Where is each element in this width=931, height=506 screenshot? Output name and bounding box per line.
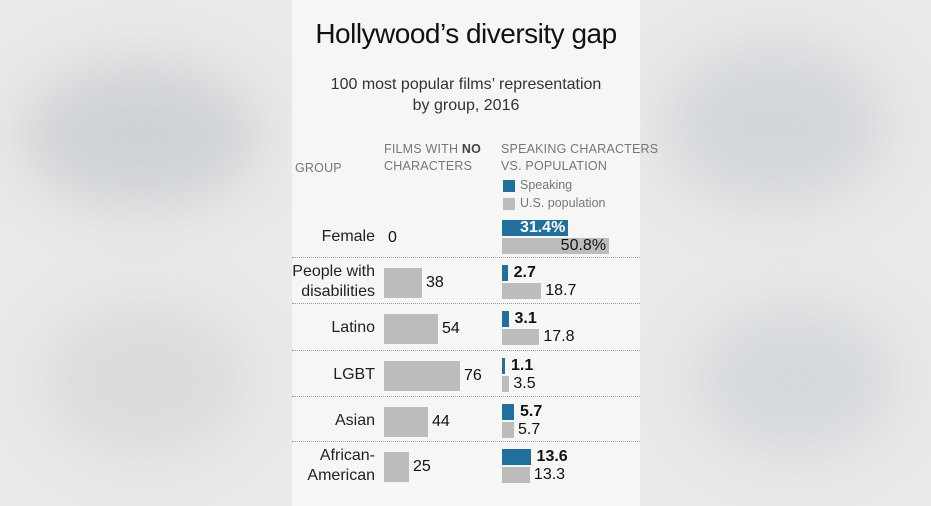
population-value-label: 17.8 (543, 328, 575, 345)
speaking-bar (502, 449, 531, 465)
group-label-line: Asian (334, 412, 375, 429)
speaking-bar (502, 358, 505, 374)
group-label-line: LGBT (333, 366, 375, 383)
population-bar (502, 467, 530, 483)
legend-label-speaking: Speaking (520, 178, 573, 192)
speaking-bar (502, 404, 514, 420)
films-bar (384, 314, 438, 344)
group-label-line: Latino (331, 319, 375, 336)
legend-swatch-speaking (503, 180, 515, 192)
films-value-label: 25 (413, 458, 431, 475)
films-column-header: FILMS WITH NO CHARACTERS (384, 141, 481, 175)
films-bar (384, 407, 428, 437)
films-header-prefix: FILMS WITH (384, 142, 459, 156)
population-value-label: 13.3 (533, 466, 566, 483)
population-value-label: 3.5 (513, 375, 536, 392)
films-bar (384, 452, 409, 482)
population-bar (502, 422, 514, 438)
speaking-column-header: SPEAKING CHARACTERS VS. POPULATION (501, 141, 658, 175)
background-blur (20, 60, 260, 210)
films-value-label: 44 (432, 413, 450, 430)
speaking-bar (502, 220, 568, 236)
population-value-label: 18.7 (545, 282, 577, 299)
row-divider (292, 350, 640, 351)
group-column-header: GROUP (295, 161, 342, 175)
background-blur (660, 40, 890, 210)
group-label-line: People with (292, 263, 375, 280)
speaking-header-line-2: VS. POPULATION (501, 159, 608, 173)
group-label: Female (245, 227, 375, 247)
group-label: Latino (245, 318, 375, 338)
background-blur (690, 300, 900, 460)
group-label-line: American (307, 467, 375, 484)
chart-title: Hollywood’s diversity gap (315, 18, 617, 49)
group-label: LGBT (245, 365, 375, 385)
speaking-header-line-1: SPEAKING CHARACTERS (501, 142, 659, 156)
films-bar (384, 268, 422, 298)
speaking-value-label: 5.7 (519, 403, 543, 420)
speaking-bar (502, 265, 508, 281)
speaking-value-label: 13.6 (536, 448, 568, 465)
films-value-label: 76 (464, 367, 482, 384)
row-divider (292, 396, 640, 397)
legend-swatch-population (503, 198, 515, 210)
group-label-line: Female (321, 228, 375, 245)
group-label-line: disabilities (301, 283, 375, 300)
legend-label-population: U.S. population (520, 196, 606, 210)
films-header-bold: NO (461, 142, 482, 156)
films-value-label: 54 (442, 320, 460, 337)
films-value-label: 38 (426, 274, 444, 291)
films-header-suffix: CHARACTERS (384, 159, 473, 173)
speaking-value-label: 2.7 (513, 264, 536, 281)
group-label: African- American (245, 446, 375, 486)
population-bar (502, 329, 540, 345)
population-value-label: 50.8% (560, 237, 607, 254)
speaking-value-label: 31.4% (519, 219, 566, 236)
background-blur (40, 300, 250, 460)
population-value-label: 5.7 (517, 421, 541, 438)
row-divider (292, 441, 640, 442)
chart-subtitle: 100 most popular films’ representation b… (292, 74, 640, 116)
group-label-line: African- (319, 447, 375, 464)
films-value-label: 0 (388, 229, 397, 246)
population-bar (502, 376, 510, 392)
group-label: Asian (245, 411, 375, 431)
subtitle-line-1: 100 most popular films’ representation (330, 76, 602, 93)
speaking-value-label: 3.1 (514, 310, 537, 327)
group-label: People with disabilities (245, 262, 375, 302)
subtitle-line-2: by group, 2016 (412, 97, 520, 114)
row-divider (292, 257, 640, 258)
population-bar (502, 238, 609, 254)
speaking-bar (502, 311, 509, 327)
population-bar (502, 283, 542, 299)
row-divider (292, 303, 640, 304)
speaking-value-label: 1.1 (511, 357, 534, 374)
films-bar (384, 361, 460, 391)
